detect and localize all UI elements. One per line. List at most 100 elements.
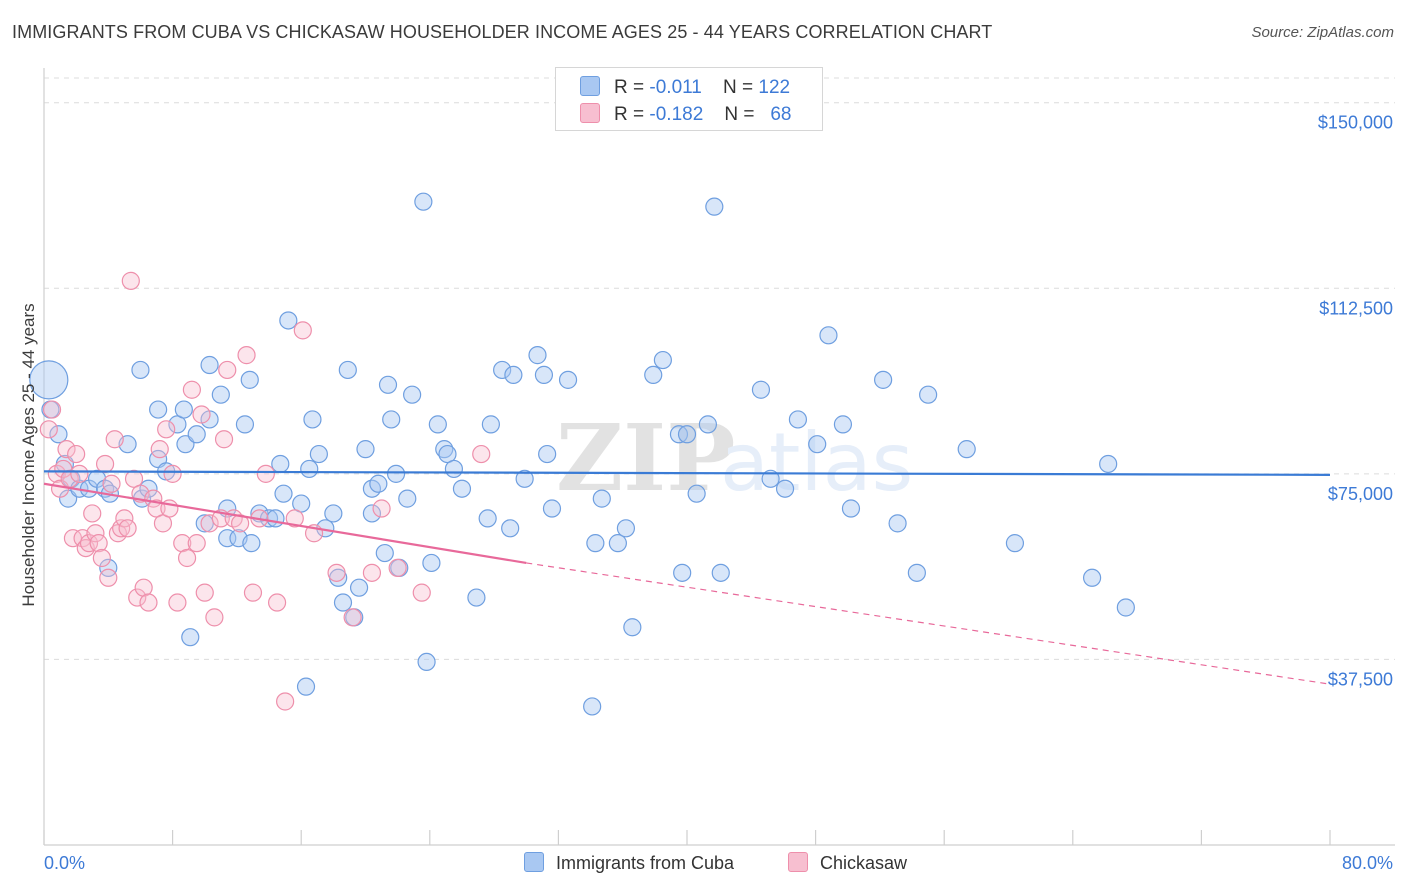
point-chickasaw — [192, 405, 211, 424]
point-cuba — [542, 499, 562, 518]
point-chickasaw — [372, 499, 391, 518]
point-cuba — [187, 425, 206, 444]
point-chickasaw — [99, 568, 118, 587]
point-cuba — [504, 365, 523, 385]
point-cuba — [362, 504, 382, 523]
legend-row-chickasaw: R = -0.182 N = 68 — [580, 103, 791, 126]
legend-r-value: -0.011 — [649, 77, 702, 98]
point-chickasaw — [150, 440, 169, 459]
point-chickasaw — [57, 440, 76, 459]
y-tick-label: $150,000 — [1318, 113, 1393, 133]
point-cuba — [428, 415, 447, 434]
point-cuba — [356, 440, 375, 459]
point-cuba — [653, 350, 672, 370]
point-cuba — [49, 425, 68, 444]
point-chickasaw — [187, 534, 206, 553]
point-cuba — [211, 385, 230, 404]
point-cuba — [501, 519, 520, 538]
point-cuba — [414, 192, 433, 211]
trend-lines — [43, 470, 1331, 685]
legend-r-label: R = — [614, 104, 645, 125]
point-chickasaw — [214, 430, 234, 449]
point-cuba — [775, 479, 795, 498]
point-cuba — [382, 410, 401, 429]
point-chickasaw — [139, 593, 158, 612]
point-chickasaw — [195, 583, 214, 602]
point-chickasaw — [128, 588, 147, 607]
point-cuba — [398, 489, 417, 508]
point-cuba — [808, 435, 827, 454]
legend-swatch-cuba — [580, 76, 600, 96]
point-cuba — [349, 578, 369, 597]
y-tick-label: $75,000 — [1328, 484, 1393, 504]
point-chickasaw — [112, 519, 131, 538]
point-chickasaw — [118, 519, 137, 538]
point-cuba — [338, 360, 357, 380]
point-cuba — [673, 563, 692, 582]
point-chickasaw — [276, 692, 295, 711]
point-chickasaw — [177, 548, 197, 568]
point-cuba — [751, 380, 771, 399]
legend-box: R = -0.011 N = 122 R = -0.182 N = 68 — [555, 67, 823, 131]
point-cuba — [435, 440, 454, 459]
trend-line-cuba — [43, 470, 1331, 476]
point-cuba — [174, 400, 193, 419]
point-cuba — [296, 677, 316, 696]
point-cuba — [403, 385, 422, 404]
point-cuba — [616, 519, 636, 538]
source-label: Source: ZipAtlas.com — [1251, 24, 1394, 41]
point-chickasaw — [205, 608, 224, 627]
point-chickasaw — [182, 380, 201, 399]
legend-swatch-chickasaw — [580, 103, 600, 123]
bottom-legend-label-chickasaw: Chickasaw — [820, 853, 908, 873]
point-cuba — [266, 509, 285, 528]
point-cuba — [467, 588, 486, 607]
point-cuba — [698, 415, 717, 434]
point-cuba — [907, 563, 926, 582]
point-cuba — [534, 365, 554, 385]
point-cuba — [279, 311, 298, 330]
point-chickasaw — [67, 444, 86, 464]
point-cuba — [274, 484, 293, 503]
point-cuba — [324, 504, 343, 523]
y-tick-label: $112,500 — [1319, 298, 1393, 318]
point-chickasaw — [343, 608, 362, 627]
point-chickasaw — [79, 534, 99, 553]
y-axis-label: Householder Income Ages 25 - 44 years — [19, 303, 38, 606]
trend-line-chickasaw — [43, 482, 527, 565]
point-chickasaw — [362, 563, 382, 582]
bottom-legend-swatch-cuba — [524, 852, 544, 872]
point-cuba — [200, 355, 219, 375]
point-cuba — [788, 410, 808, 429]
point-chickasaw — [121, 271, 140, 290]
point-cuba — [271, 454, 290, 474]
point-chickasaw — [243, 583, 263, 602]
y-tick-label: $37,500 — [1328, 669, 1393, 689]
point-cuba — [493, 360, 512, 380]
point-cuba — [558, 370, 578, 389]
point-chickasaw — [218, 360, 237, 380]
point-cuba — [444, 459, 464, 479]
point-cuba — [888, 514, 907, 533]
bottom-legend-label-cuba: Immigrants from Cuba — [556, 853, 735, 873]
point-cuba — [1005, 534, 1025, 553]
x-tick-label-end: 80.0% — [1342, 853, 1393, 873]
point-cuba — [481, 415, 500, 434]
point-cuba — [181, 628, 200, 647]
point-chickasaw — [95, 454, 115, 474]
point-cuba — [841, 499, 861, 518]
point-chickasaw — [285, 509, 304, 528]
point-cuba — [833, 415, 853, 434]
point-cuba — [586, 534, 605, 553]
point-cuba — [300, 459, 319, 479]
point-chickasaw — [102, 474, 121, 493]
bottom-legend-cuba: Immigrants from Cuba — [524, 852, 734, 874]
point-cuba — [644, 365, 663, 385]
point-chickasaw — [412, 583, 431, 602]
point-cuba — [515, 469, 534, 488]
legend-n-label: N = — [722, 77, 754, 98]
series-cuba-points — [29, 192, 1135, 716]
point-chickasaw — [92, 548, 111, 568]
axis-labels: $37,500 $75,000 $112,500 $150,000 0.0% 80.0% H… — [19, 113, 1393, 873]
legend-row-cuba: R = -0.011 N = 122 — [580, 76, 790, 99]
